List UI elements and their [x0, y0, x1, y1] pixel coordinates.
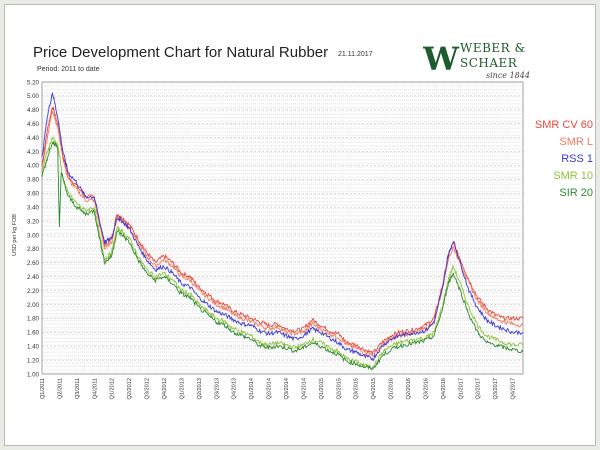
legend-entry-rss-1: RSS 1: [561, 153, 593, 165]
legend-entry-smr-l: SMR L: [559, 136, 593, 148]
x-tick-label: Q1/2016: [389, 378, 395, 399]
x-tick-label: Q3/2012: [145, 378, 151, 399]
y-tick-label: 4.20: [27, 149, 40, 156]
plot-area: [41, 81, 524, 375]
y-tick-label: 2.80: [27, 246, 40, 253]
x-tick-label: Q2/2014: [267, 378, 273, 399]
legend-entry-smr-10: SMR 10: [553, 170, 593, 182]
x-tick-label: Q2/2013: [197, 378, 203, 399]
x-tick-label: Q4/2016: [441, 378, 447, 399]
x-tick-label: Q3/2014: [284, 378, 290, 399]
logo-since: since 1844: [486, 71, 530, 80]
logo-name-line1: WEBER &: [460, 41, 526, 55]
weber-schaer-logo-icon: W: [423, 40, 460, 78]
y-tick-label: 2.60: [27, 260, 40, 267]
y-tick-label: 3.60: [27, 191, 40, 198]
x-tick-label: Q1/2015: [319, 378, 325, 399]
y-tick-label: 1.60: [27, 330, 40, 337]
legend-layer: SMR CV 60 SMR L RSS 1 SMR 10 SIR 20: [535, 119, 593, 199]
legend-entry-sir-20: SIR 20: [559, 187, 593, 199]
y-tick-label: 2.40: [27, 274, 40, 281]
x-tick-label: Q1/2017: [458, 378, 464, 399]
x-tick-label: Q3/2017: [493, 378, 499, 399]
x-tick-label: Q1/2013: [179, 378, 185, 399]
y-tick-label: 4.40: [27, 135, 40, 142]
x-tick-label: Q3/2011: [75, 378, 81, 399]
y-tick-label: 3.20: [27, 218, 40, 225]
grid-layer: [41, 81, 524, 375]
y-tick-label: 4.80: [27, 107, 40, 114]
chart-title: Price Development Chart for Natural Rubb…: [33, 44, 329, 61]
x-tick-label: Q4/2011: [92, 378, 98, 399]
y-tick-label: 1.20: [27, 357, 40, 364]
chart-period: Period: 2011 to date: [37, 66, 100, 73]
y-tick-label: 4.60: [27, 121, 40, 128]
x-tick-label: Q4/2013: [232, 378, 238, 399]
x-tick-label: Q1/2014: [249, 378, 255, 399]
y-tick-label: 4.00: [27, 163, 40, 170]
y-tick-label: 1.80: [27, 316, 40, 323]
legend-entry-smr-cv-60: SMR CV 60: [535, 119, 593, 131]
y-tick-label: 2.00: [27, 302, 40, 309]
x-tick-label: Q2/2012: [127, 378, 133, 399]
y-tick-label: 1.40: [27, 343, 40, 350]
chart-date: 21.11.2017: [338, 51, 373, 58]
x-tick-label: Q3/2015: [354, 378, 360, 399]
x-tick-label: Q2/2011: [57, 378, 63, 399]
x-tick-label: Q3/2013: [214, 378, 220, 399]
x-tick-label: Q2/2016: [406, 378, 412, 399]
y-tick-label: 3.00: [27, 232, 40, 239]
x-tick-label: Q4/2014: [301, 378, 307, 399]
series-line-rss-1: [41, 91, 524, 362]
x-tick-label: Q1/2011: [40, 378, 46, 399]
series-line-sir-20: [41, 141, 524, 371]
axis-layer: 1.00 1.20 1.40 1.60 1.80 2.00 2.20 2.40 2.60 2.80…: [12, 79, 517, 399]
x-tick-label: Q3/2016: [423, 378, 429, 399]
x-tick-label: Q2/2017: [476, 378, 482, 399]
y-tick-label: 3.80: [27, 177, 40, 184]
series-layer: [41, 91, 524, 371]
y-tick-label: 5.20: [27, 79, 40, 86]
logo-monogram: W: [423, 40, 460, 78]
y-tick-label: 1.00: [27, 371, 40, 378]
x-tick-label: Q2/2015: [336, 378, 342, 399]
y-axis-label: USD per kg FOB: [12, 214, 18, 256]
y-tick-label: 2.20: [27, 288, 40, 295]
y-tick-label: 3.40: [27, 204, 40, 211]
x-tick-label: Q4/2015: [371, 378, 377, 399]
x-tick-label: Q4/2017: [511, 378, 517, 399]
logo-name-line2: SCHAER: [460, 56, 518, 70]
y-tick-label: 5.00: [27, 93, 40, 100]
x-tick-label: Q1/2012: [110, 378, 116, 399]
x-tick-label: Q4/2012: [162, 378, 168, 399]
